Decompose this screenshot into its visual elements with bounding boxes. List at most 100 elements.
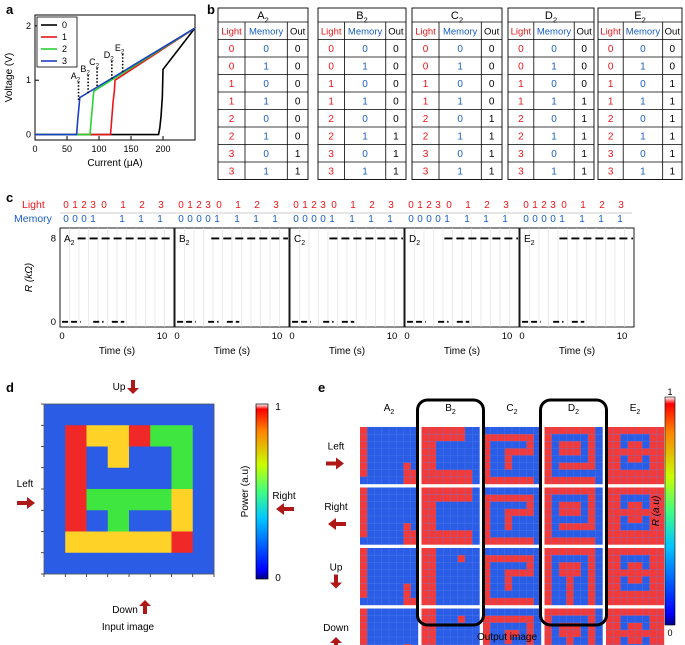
label-down: Down bbox=[112, 605, 138, 616]
cell-memory: 1 bbox=[551, 97, 557, 108]
output-pixel bbox=[649, 562, 657, 570]
output-pixel bbox=[504, 516, 513, 524]
panel-label-b: b bbox=[207, 2, 215, 17]
output-pixel bbox=[450, 455, 458, 463]
output-pixel bbox=[580, 562, 589, 570]
output-pixel bbox=[504, 537, 513, 545]
output-pixel bbox=[360, 427, 368, 435]
output-pixel bbox=[410, 487, 419, 495]
output-pixel bbox=[512, 469, 520, 478]
light-seq-item: 2 bbox=[81, 200, 87, 211]
output-pixel bbox=[436, 448, 444, 456]
output-pixel bbox=[533, 476, 542, 485]
output-pixel bbox=[573, 548, 581, 556]
output-pixel bbox=[512, 562, 520, 570]
output-pixel bbox=[635, 487, 643, 495]
output-pixel bbox=[483, 562, 491, 570]
annotation-C: C2 bbox=[89, 57, 100, 70]
cell-light: 1 bbox=[328, 79, 334, 90]
output-pixel bbox=[595, 441, 603, 449]
output-pixel bbox=[580, 629, 589, 638]
output-pixel bbox=[606, 516, 614, 524]
output-pixel bbox=[573, 629, 581, 638]
output-pixel bbox=[457, 615, 466, 623]
input-pixel bbox=[107, 531, 130, 554]
output-pixel bbox=[436, 530, 444, 538]
table-frame bbox=[411, 7, 503, 180]
output-pixel bbox=[483, 434, 491, 442]
panel-label-c: c bbox=[6, 190, 13, 205]
output-pixel bbox=[519, 555, 527, 563]
output-pixel bbox=[620, 629, 628, 638]
output-pixel bbox=[367, 608, 375, 616]
output-pixel bbox=[443, 530, 451, 538]
output-pixel bbox=[403, 569, 411, 577]
output-pixel bbox=[428, 637, 437, 645]
light-seq-item: 0 bbox=[293, 200, 299, 211]
output-pixel bbox=[472, 615, 480, 623]
output-pixel bbox=[410, 622, 419, 631]
output-pixel bbox=[483, 494, 491, 502]
memory-seq-item: 0 bbox=[302, 214, 308, 225]
output-pixel bbox=[559, 441, 567, 449]
output-pixel bbox=[551, 462, 560, 470]
output-pixel bbox=[403, 427, 411, 435]
output-pixel bbox=[436, 516, 444, 524]
output-pixel bbox=[443, 637, 451, 645]
output-pixel bbox=[472, 576, 480, 584]
output-pixel bbox=[526, 501, 534, 510]
memory-seq-item: 0 bbox=[205, 214, 211, 225]
output-pixel bbox=[497, 576, 505, 584]
output-pixel bbox=[595, 469, 603, 478]
output-pixel bbox=[642, 494, 650, 502]
output-pixel bbox=[436, 508, 444, 517]
memory-seq-item: 1 bbox=[349, 214, 355, 225]
output-pixel bbox=[410, 530, 419, 538]
cell-light: 2 bbox=[229, 132, 235, 143]
input-pixel bbox=[129, 510, 151, 532]
input-pixel bbox=[171, 446, 194, 469]
output-pixel bbox=[649, 629, 657, 638]
output-pixel bbox=[519, 597, 527, 606]
x-tick-label-10: 10 bbox=[502, 331, 513, 342]
output-pixel bbox=[627, 469, 636, 478]
output-pixel bbox=[360, 523, 368, 531]
output-pixel bbox=[635, 555, 643, 563]
output-pixel bbox=[642, 469, 650, 478]
output-pixel bbox=[588, 583, 596, 591]
output-pixel bbox=[580, 462, 589, 470]
output-pixel bbox=[620, 476, 628, 485]
output-pixel bbox=[642, 548, 650, 556]
output-pixel bbox=[566, 469, 574, 478]
output-pixel bbox=[490, 548, 498, 556]
output-pixel bbox=[360, 516, 368, 524]
output-pixel bbox=[403, 476, 411, 485]
output-pixel bbox=[360, 494, 368, 502]
output-pixel bbox=[526, 494, 534, 502]
output-pixel bbox=[551, 523, 560, 531]
cell-memory: 1 bbox=[551, 167, 557, 178]
output-pixel bbox=[504, 508, 513, 517]
output-pixel bbox=[526, 487, 534, 495]
output-pixel bbox=[443, 576, 451, 584]
output-pixel bbox=[421, 590, 429, 599]
output-pixel bbox=[360, 590, 368, 599]
output-tile-down-C bbox=[483, 608, 542, 645]
output-pixel bbox=[635, 501, 643, 510]
output-pixel bbox=[396, 637, 404, 645]
output-pixel bbox=[360, 476, 368, 485]
memory-seq-item: 0 bbox=[408, 214, 414, 225]
output-pixel bbox=[526, 523, 534, 531]
cell-memory: 0 bbox=[457, 114, 463, 125]
output-pixel bbox=[649, 597, 657, 606]
output-pixel bbox=[465, 516, 473, 524]
light-seq-item: 3 bbox=[388, 200, 394, 211]
output-pixel bbox=[649, 590, 657, 599]
output-pixel bbox=[635, 494, 643, 502]
output-pixel bbox=[436, 576, 444, 584]
output-pixel bbox=[588, 597, 596, 606]
output-pixel bbox=[436, 597, 444, 606]
cell-light: 3 bbox=[229, 149, 235, 160]
